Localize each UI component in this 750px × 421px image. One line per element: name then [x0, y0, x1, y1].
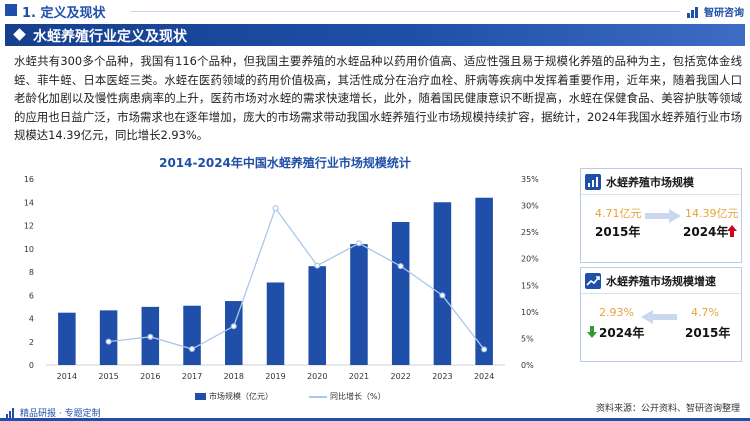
intro-paragraph: 水蛭共有300多个品种，我国有116个品种，但我国主要养殖的水蛭品种以药用价值高…	[14, 54, 742, 142]
x-tick-label: 2022	[391, 372, 411, 381]
x-tick-label: 2015	[98, 372, 118, 381]
right-year: 2015年	[685, 326, 731, 340]
growth-point	[481, 346, 488, 353]
growth-point	[105, 338, 112, 345]
diamond-icon	[13, 28, 26, 41]
growth-point	[272, 205, 279, 212]
card-header: 水蛭养殖市场规模增速	[581, 268, 741, 294]
bar	[58, 312, 76, 365]
bar	[433, 202, 452, 365]
y-right-tick-label: 30%	[521, 202, 539, 211]
growth-point	[314, 262, 321, 269]
legend-line-swatch	[309, 395, 327, 398]
y-left-tick-label: 2	[29, 338, 34, 347]
left-year: 2024年	[599, 326, 645, 340]
x-tick-label: 2014	[57, 372, 77, 381]
y-right-tick-label: 35%	[521, 175, 539, 184]
x-tick-label: 2016	[140, 372, 160, 381]
to-year: 2024年	[683, 225, 729, 239]
y-left-tick-label: 6	[29, 291, 34, 300]
card-title: 水蛭养殖市场规模	[606, 175, 694, 189]
left-value: 2.93%	[599, 306, 634, 319]
y-right-tick-label: 10%	[521, 308, 539, 317]
legend-bar-label: 市场规模（亿元）	[209, 392, 273, 401]
y-left-tick-label: 16	[24, 175, 34, 184]
section-title: 1. 定义及现状	[22, 6, 106, 21]
y-right-tick-label: 25%	[521, 228, 539, 237]
y-left-tick-label: 12	[24, 222, 34, 231]
top-header: 1. 定义及现状 智研咨询	[0, 0, 750, 22]
bar	[391, 222, 410, 365]
x-tick-label: 2017	[182, 372, 202, 381]
down-arrow-icon	[587, 326, 597, 338]
y-left-tick-label: 4	[29, 315, 34, 324]
growth-point	[230, 323, 237, 330]
y-right-tick-label: 15%	[521, 281, 539, 290]
y-right-tick-label: 20%	[521, 255, 539, 264]
section-marker-icon	[5, 4, 17, 16]
growth-point	[355, 240, 362, 247]
growth-point	[189, 346, 196, 353]
to-value: 14.39亿元	[685, 207, 739, 220]
trend-badge-icon	[585, 272, 601, 289]
bar	[308, 266, 326, 365]
bar	[350, 244, 368, 365]
growth-rate-card: 水蛭养殖市场规模增速 2.93% 2024年 4.7% 2015年	[580, 267, 742, 362]
growth-point	[397, 263, 404, 270]
legend-line-label: 同比增长（%）	[330, 392, 386, 401]
x-tick-label: 2023	[432, 372, 452, 381]
x-tick-label: 2020	[307, 372, 327, 381]
growth-point	[147, 333, 154, 340]
right-value: 4.7%	[691, 306, 719, 319]
growth-point	[439, 292, 446, 299]
card-body: 2.93% 2024年 4.7% 2015年	[581, 294, 741, 361]
bar	[475, 197, 493, 365]
y-right-tick-label: 5%	[521, 334, 534, 343]
brand-name: 智研咨询	[704, 8, 744, 19]
y-left-tick-label: 8	[29, 268, 34, 277]
footer-tagline: 精品研报 · 专题定制	[6, 406, 101, 419]
market-size-chart: 0 2 4 6 8 10 12 14 16 0% 5% 10% 15% 20% 25% 30% 35% 2014 2…	[24, 175, 539, 381]
legend-bar-swatch	[195, 393, 206, 400]
bar	[99, 310, 118, 365]
from-year: 2015年	[595, 225, 641, 239]
card-title: 水蛭养殖市场规模增速	[606, 274, 716, 288]
arrow-right-icon	[645, 209, 681, 223]
footer-left-text: 精品研报 · 专题定制	[20, 409, 101, 419]
card-body: 4.71亿元 2015年 14.39亿元 2024年	[581, 195, 741, 262]
y-left-tick-label: 0	[29, 361, 34, 370]
chart-legend: 市场规模（亿元） 同比增长（%）	[195, 391, 386, 402]
banner-title: 水蛭养殖行业定义及现状	[33, 29, 187, 45]
chart-title: 2014-2024年中国水蛭养殖行业市场规模统计	[159, 156, 411, 170]
arrow-left-icon	[641, 310, 677, 324]
y-left-tick-label: 10	[24, 245, 34, 254]
source-note: 资料来源：公开资料、智研咨询整理	[595, 404, 740, 414]
x-tick-label: 2021	[349, 372, 369, 381]
x-tick-label: 2019	[265, 372, 285, 381]
bar	[266, 282, 285, 365]
x-tick-label: 2024	[474, 372, 494, 381]
footer-bar	[0, 418, 750, 421]
chart-badge-icon	[585, 173, 601, 190]
brand: 智研咨询	[687, 4, 744, 19]
header-divider	[130, 11, 680, 12]
bar	[225, 301, 243, 365]
title-banner: 水蛭养殖行业定义及现状	[5, 24, 745, 46]
x-tick-label: 2018	[224, 372, 244, 381]
from-value: 4.71亿元	[595, 207, 642, 220]
y-left-tick-label: 14	[24, 198, 34, 207]
market-scale-card: 水蛭养殖市场规模 4.71亿元 2015年 14.39亿元 2024年	[580, 168, 742, 263]
brand-logo-icon	[687, 6, 701, 18]
bar	[183, 305, 201, 365]
growth-line	[108, 206, 485, 350]
footer-logo-icon	[6, 407, 16, 418]
up-arrow-icon	[727, 225, 737, 237]
y-right-tick-label: 0%	[521, 361, 534, 370]
card-header: 水蛭养殖市场规模	[581, 169, 741, 195]
